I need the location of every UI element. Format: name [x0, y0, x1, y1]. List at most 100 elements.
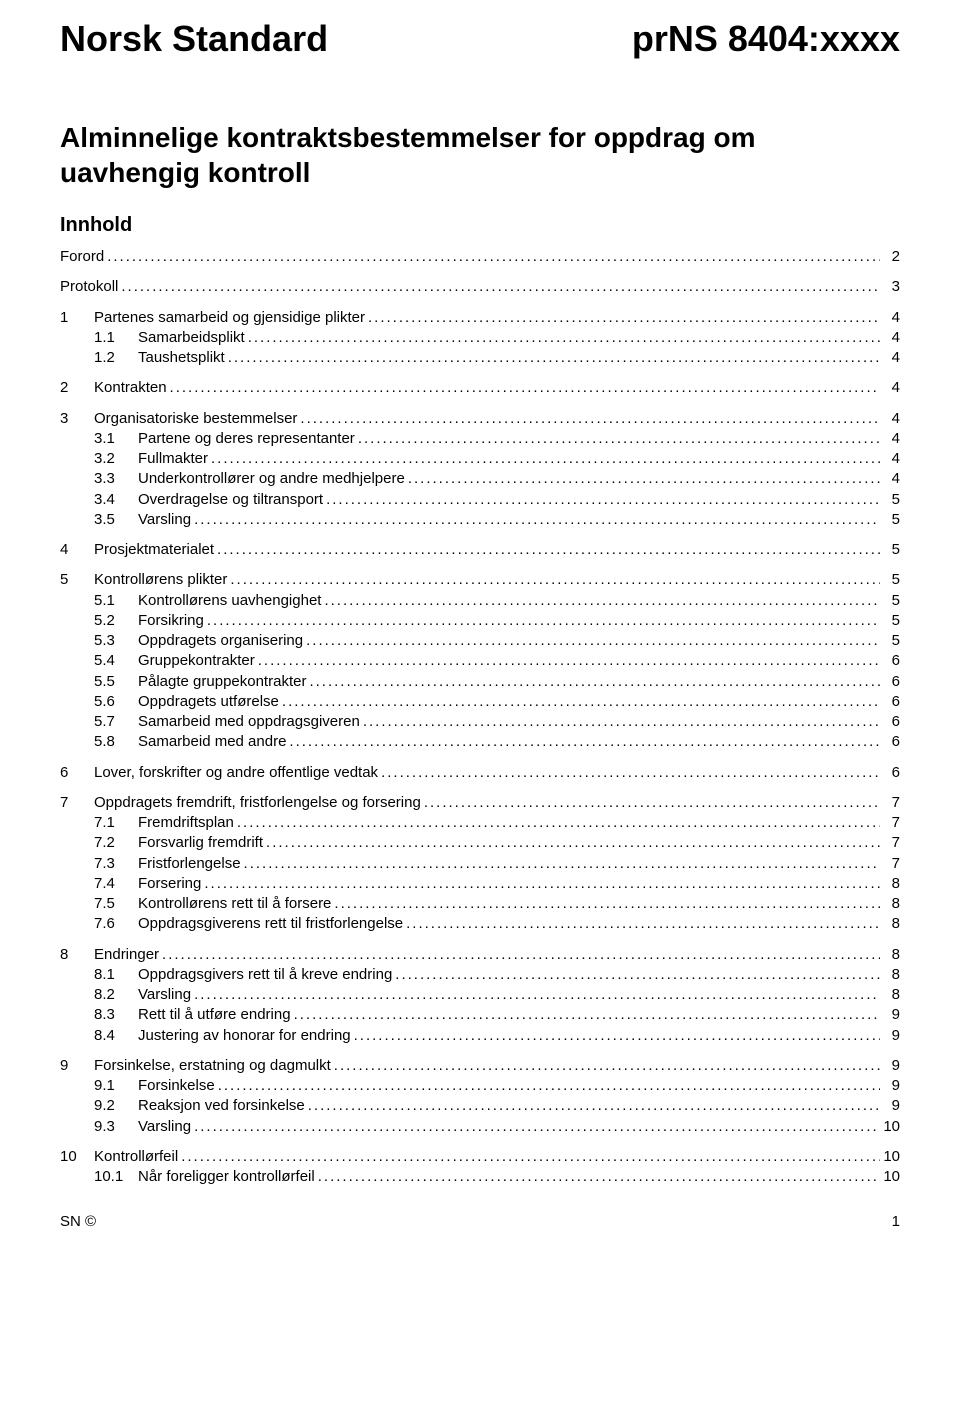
- toc-entry[interactable]: 3.5Varsling5: [60, 510, 900, 530]
- toc-entry[interactable]: 5.7Samarbeid med oppdragsgiveren6: [60, 712, 900, 732]
- toc-entry-page: 6: [880, 672, 900, 692]
- toc-leader-dots: [191, 1117, 880, 1137]
- toc-entry-number: 7.1: [94, 813, 138, 833]
- toc-entry-number: 1.1: [94, 328, 138, 348]
- toc-entry[interactable]: 7Oppdragets fremdrift, fristforlengelse …: [60, 793, 900, 813]
- toc-entry[interactable]: 5.5Pålagte gruppekontrakter6: [60, 672, 900, 692]
- toc-entry-page: 5: [880, 490, 900, 510]
- toc-entry[interactable]: 10.1Når foreligger kontrollørfeil10: [60, 1167, 900, 1187]
- toc-entry[interactable]: 8.1Oppdragsgivers rett til å kreve endri…: [60, 965, 900, 985]
- toc-leader-dots: [405, 469, 880, 489]
- toc-entry-number: 8.3: [94, 1005, 138, 1025]
- toc-group: 8Endringer88.1Oppdragsgivers rett til å …: [60, 945, 900, 1046]
- toc-entry[interactable]: 8.3Rett til å utføre endring9: [60, 1005, 900, 1025]
- toc-leader-dots: [214, 540, 880, 560]
- toc-entry-title: Kontrollørens plikter: [94, 570, 227, 590]
- toc-entry[interactable]: 1.2Taushetsplikt4: [60, 348, 900, 368]
- toc-entry[interactable]: 7.5Kontrollørens rett til å forsere8: [60, 894, 900, 914]
- toc-entry-title: Varsling: [138, 985, 191, 1005]
- toc-entry-page: 7: [880, 813, 900, 833]
- toc-leader-dots: [159, 945, 880, 965]
- toc-entry[interactable]: 3.1Partene og deres representanter4: [60, 429, 900, 449]
- toc-entry[interactable]: 1.1Samarbeidsplikt4: [60, 328, 900, 348]
- toc-entry-title: Forord: [60, 247, 104, 267]
- toc-entry[interactable]: 5Kontrollørens plikter5: [60, 570, 900, 590]
- toc-entry-page: 9: [880, 1096, 900, 1116]
- toc-leader-dots: [208, 449, 880, 469]
- toc-group: 3Organisatoriske bestemmelser43.1Partene…: [60, 409, 900, 531]
- toc-entry-number: 5.3: [94, 631, 138, 651]
- toc-entry[interactable]: 9.2Reaksjon ved forsinkelse 9: [60, 1096, 900, 1116]
- toc-leader-dots: [378, 763, 880, 783]
- toc-entry[interactable]: 3.4Overdragelse og tiltransport 5: [60, 490, 900, 510]
- toc-entry-page: 6: [880, 692, 900, 712]
- toc-entry[interactable]: Protokoll3: [60, 277, 900, 297]
- toc-entry-page: 5: [880, 570, 900, 590]
- toc-entry-title: Taushetsplikt: [138, 348, 225, 368]
- toc-entry-page: 3: [880, 277, 900, 297]
- toc-leader-dots: [204, 611, 880, 631]
- toc-entry[interactable]: 5.6Oppdragets utførelse6: [60, 692, 900, 712]
- toc-entry-title: Partenes samarbeid og gjensidige plikter: [94, 308, 365, 328]
- toc-entry[interactable]: 6Lover, forskrifter og andre offentlige …: [60, 763, 900, 783]
- toc-entry-title: Gruppekontrakter: [138, 651, 255, 671]
- toc-entry[interactable]: 9.1Forsinkelse9: [60, 1076, 900, 1096]
- toc-entry-page: 6: [880, 712, 900, 732]
- toc-group: 10Kontrollørfeil1010.1Når foreligger kon…: [60, 1147, 900, 1188]
- toc-entry[interactable]: 7.3Fristforlengelse7: [60, 854, 900, 874]
- toc-group: 7Oppdragets fremdrift, fristforlengelse …: [60, 793, 900, 935]
- toc-entry-number: 3.5: [94, 510, 138, 530]
- toc-entry[interactable]: 7.2Forsvarlig fremdrift7: [60, 833, 900, 853]
- toc-entry[interactable]: 7.1Fremdriftsplan7: [60, 813, 900, 833]
- toc-entry-number: 8.2: [94, 985, 138, 1005]
- toc-entry-page: 9: [880, 1056, 900, 1076]
- toc-leader-dots: [421, 793, 880, 813]
- toc-entry-title: Fullmakter: [138, 449, 208, 469]
- toc-entry-title: Forsikring: [138, 611, 204, 631]
- toc-entry[interactable]: 8.2Varsling8: [60, 985, 900, 1005]
- toc-entry[interactable]: 3Organisatoriske bestemmelser4: [60, 409, 900, 429]
- toc-entry[interactable]: Forord2: [60, 247, 900, 267]
- toc-entry[interactable]: 3.2Fullmakter4: [60, 449, 900, 469]
- toc-entry-title: Forsinkelse: [138, 1076, 215, 1096]
- toc-entry-title: Samarbeid med oppdragsgiveren: [138, 712, 360, 732]
- toc-entry-number: 5.5: [94, 672, 138, 692]
- footer-page-number: 1: [892, 1213, 900, 1230]
- toc-entry[interactable]: 5.3Oppdragets organisering5: [60, 631, 900, 651]
- toc-entry[interactable]: 8.4Justering av honorar for endring9: [60, 1026, 900, 1046]
- toc-entry[interactable]: 2Kontrakten4: [60, 378, 900, 398]
- toc-entry-page: 10: [880, 1167, 900, 1187]
- toc-entry[interactable]: 7.6Oppdragsgiverens rett til fristforlen…: [60, 914, 900, 934]
- toc-entry[interactable]: 5.2Forsikring5: [60, 611, 900, 631]
- toc-entry[interactable]: 9.3Varsling10: [60, 1117, 900, 1137]
- toc-entry-page: 5: [880, 510, 900, 530]
- toc-entry[interactable]: 3.3Underkontrollører og andre medhjelper…: [60, 469, 900, 489]
- toc-entry-page: 8: [880, 874, 900, 894]
- toc-entry-page: 4: [880, 409, 900, 429]
- document-title: Alminnelige kontraktsbestemmelser for op…: [60, 120, 900, 190]
- toc-entry-title: Forsering: [138, 874, 201, 894]
- toc-entry-title: Reaksjon ved forsinkelse: [138, 1096, 305, 1116]
- toc-entry[interactable]: 7.4Forsering8: [60, 874, 900, 894]
- toc-entry-number: 3: [60, 409, 94, 429]
- toc-entry-title: Partene og deres representanter: [138, 429, 355, 449]
- toc-entry-number: 10: [60, 1147, 94, 1167]
- toc-entry-page: 5: [880, 611, 900, 631]
- toc-entry-number: 9.2: [94, 1096, 138, 1116]
- toc-entry[interactable]: 8Endringer8: [60, 945, 900, 965]
- toc-entry[interactable]: 1Partenes samarbeid og gjensidige plikte…: [60, 308, 900, 328]
- toc-entry-title: Lover, forskrifter og andre offentlige v…: [94, 763, 378, 783]
- toc-entry[interactable]: 10Kontrollørfeil10: [60, 1147, 900, 1167]
- toc-entry-page: 9: [880, 1005, 900, 1025]
- toc-entry[interactable]: 4Prosjektmaterialet5: [60, 540, 900, 560]
- toc-entry-title: Overdragelse og tiltransport: [138, 490, 323, 510]
- toc-entry-page: 7: [880, 793, 900, 813]
- toc-entry[interactable]: 5.8Samarbeid med andre6: [60, 732, 900, 752]
- standard-code: prNS 8404:xxxx: [632, 18, 900, 60]
- toc-entry[interactable]: 5.4Gruppekontrakter6: [60, 651, 900, 671]
- toc-entry[interactable]: 9Forsinkelse, erstatning og dagmulkt9: [60, 1056, 900, 1076]
- toc-entry-number: 3.4: [94, 490, 138, 510]
- toc-leader-dots: [331, 1056, 880, 1076]
- toc-entry[interactable]: 5.1Kontrollørens uavhengighet5: [60, 591, 900, 611]
- toc-entry-page: 4: [880, 348, 900, 368]
